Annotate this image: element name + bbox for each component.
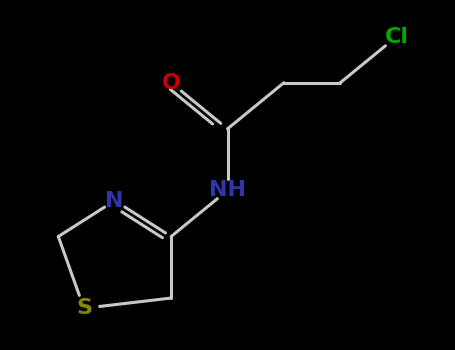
Text: S: S [76, 298, 92, 318]
Text: Cl: Cl [384, 27, 409, 47]
Text: O: O [162, 73, 181, 93]
Text: N: N [106, 191, 124, 211]
Text: NH: NH [209, 180, 246, 201]
